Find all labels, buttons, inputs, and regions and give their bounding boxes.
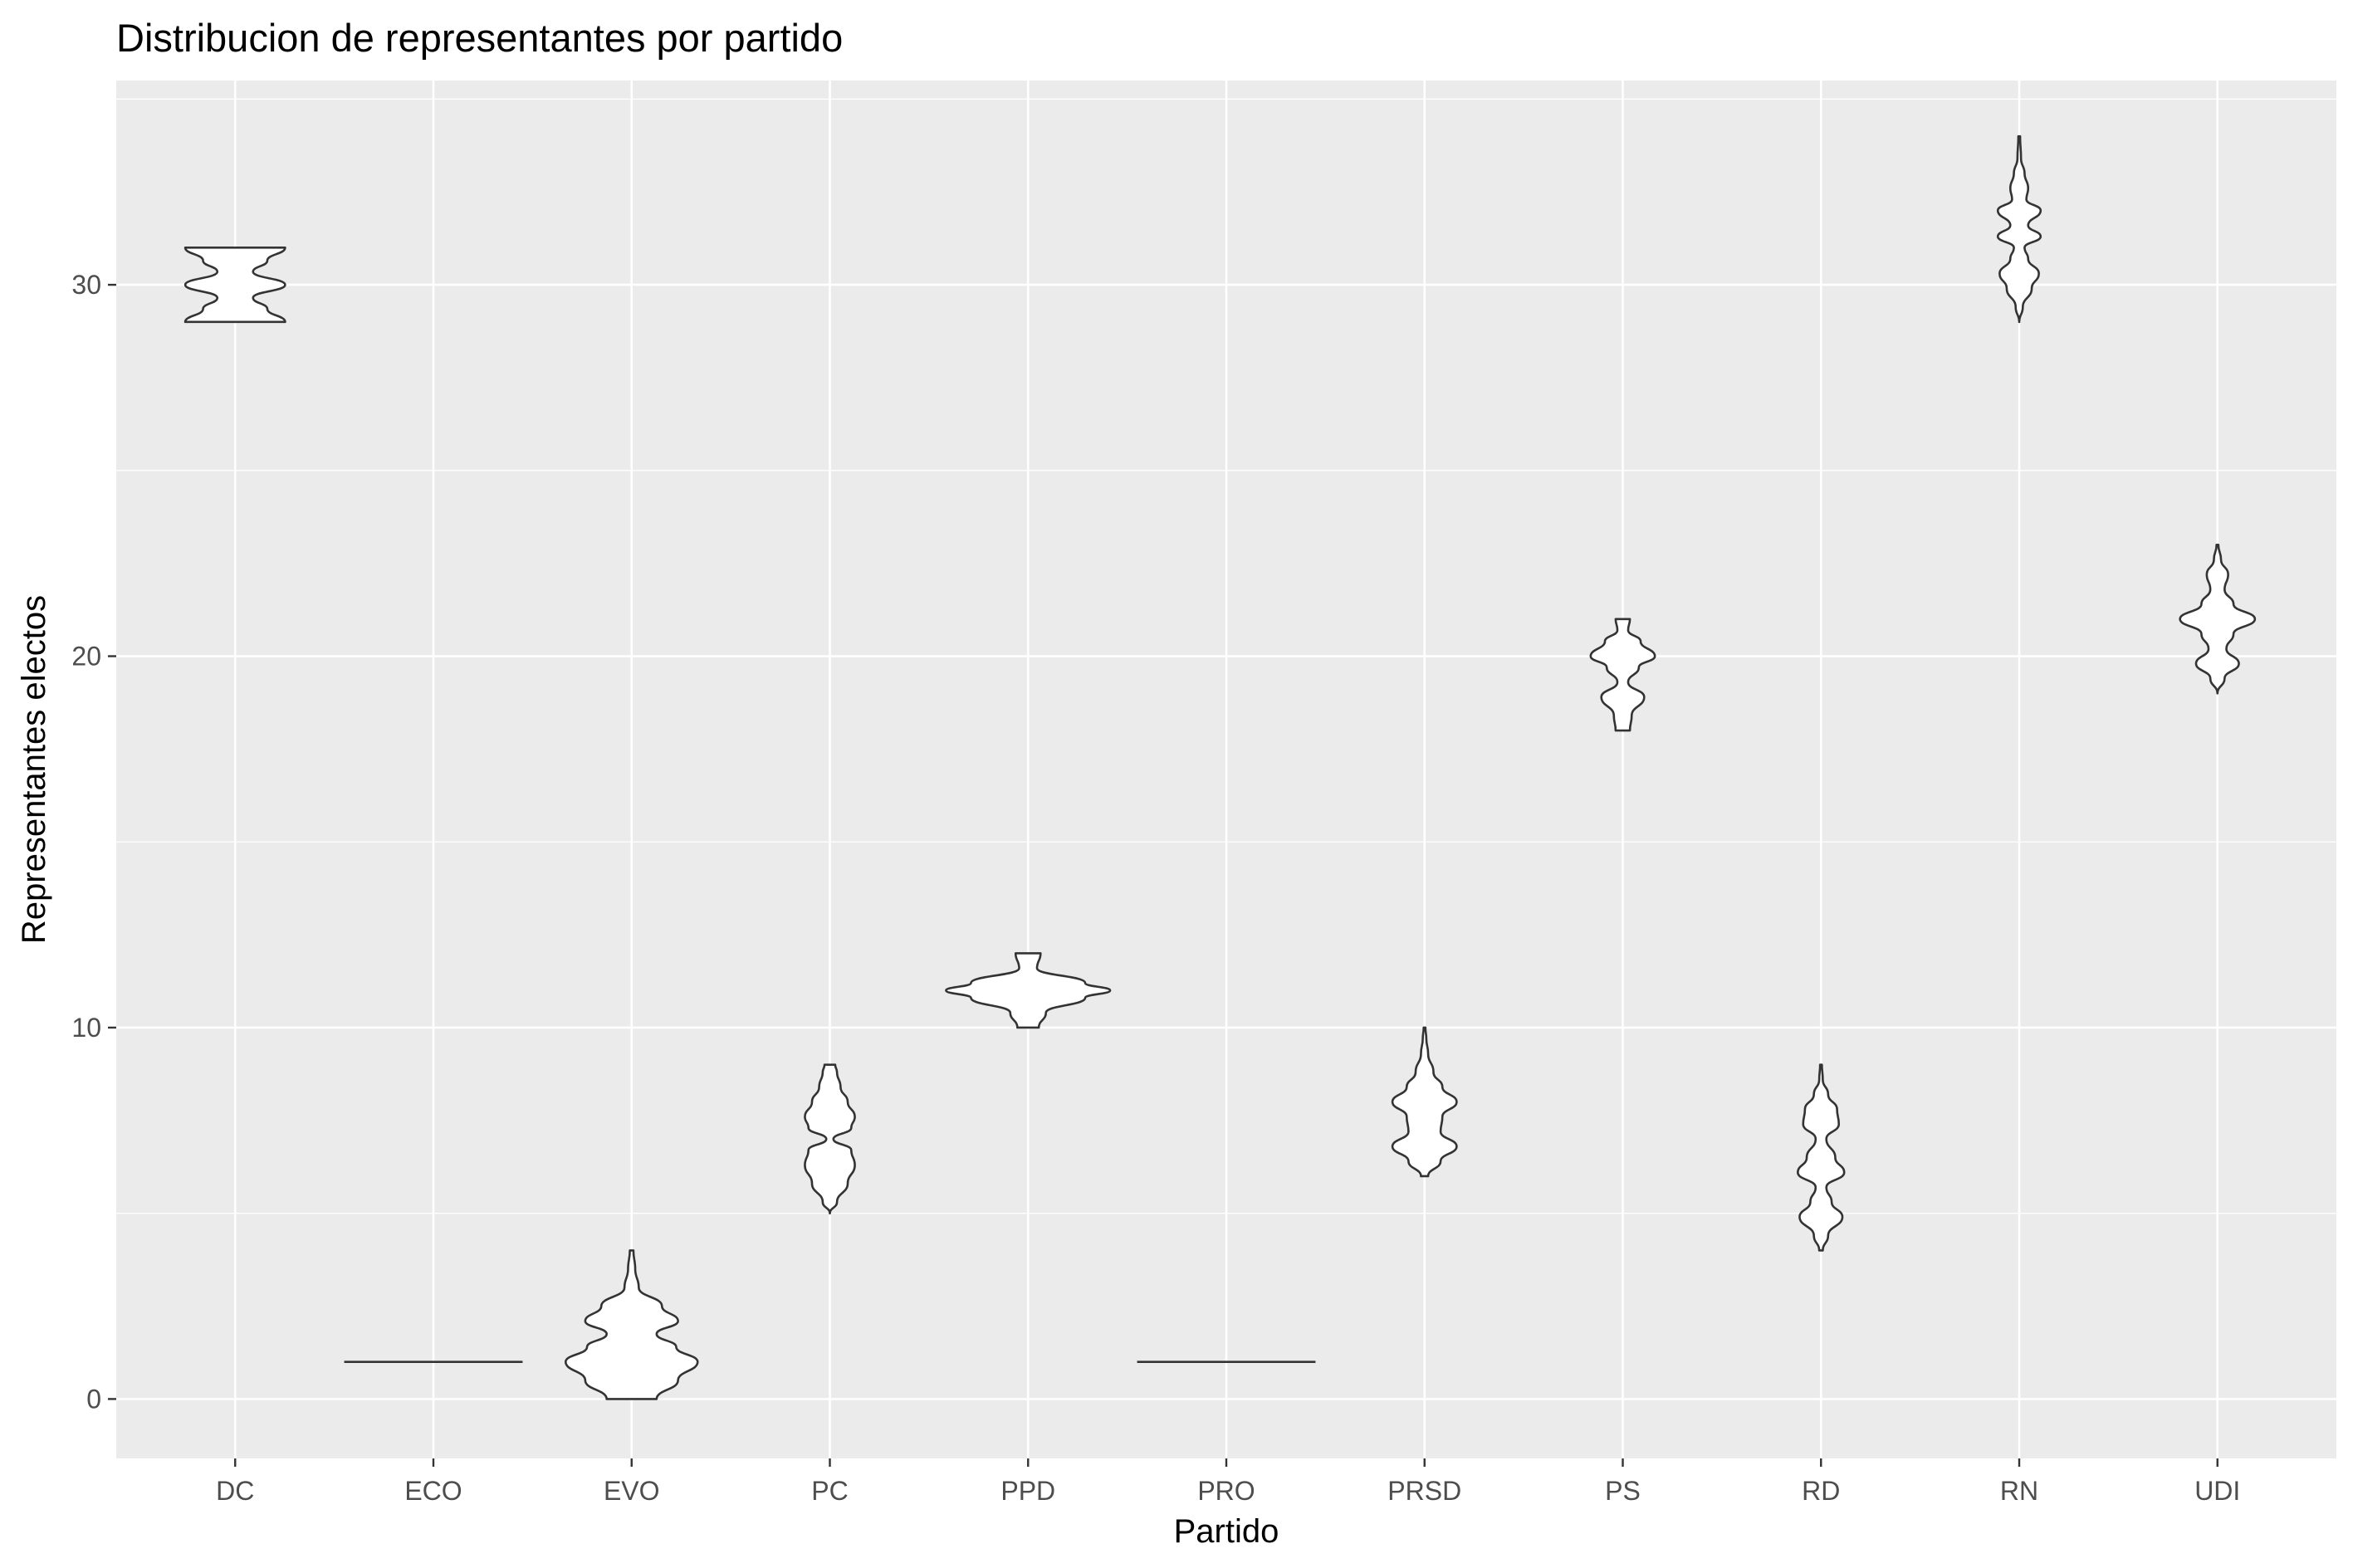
violin-layer bbox=[183, 134, 2257, 1400]
chart-title: Distribucion de representantes por parti… bbox=[116, 16, 843, 60]
violin-ps bbox=[1589, 618, 1656, 732]
x-tick-label: RD bbox=[1802, 1476, 1840, 1506]
x-tick-label: ECO bbox=[404, 1476, 462, 1506]
x-tick-label: UDI bbox=[2194, 1476, 2240, 1506]
x-axis-title: Partido bbox=[1174, 1513, 1279, 1550]
y-axis: 0 10 20 30 bbox=[71, 270, 116, 1414]
violin-rd bbox=[1797, 1063, 1846, 1252]
x-tick-label: PRO bbox=[1197, 1476, 1255, 1506]
violin-dc bbox=[183, 247, 286, 324]
x-tick-label: DC bbox=[216, 1476, 254, 1506]
x-tick-label: PS bbox=[1605, 1476, 1641, 1506]
y-tick-label: 10 bbox=[71, 1013, 101, 1043]
violin-udi bbox=[2179, 543, 2257, 695]
violin-ppd bbox=[945, 952, 1112, 1029]
x-axis: DC ECO EVO PC PPD PRO PRSD PS RD RN UDI bbox=[216, 1458, 2240, 1506]
y-axis-title: Representantes electos bbox=[16, 595, 52, 944]
violin-prsd bbox=[1391, 1026, 1458, 1178]
x-tick-label: PRSD bbox=[1387, 1476, 1461, 1506]
violin-rn bbox=[1996, 134, 2042, 324]
y-tick-label: 0 bbox=[86, 1384, 101, 1414]
x-tick-label: RN bbox=[2000, 1476, 2038, 1506]
x-tick-label: EVO bbox=[604, 1476, 660, 1506]
x-tick-label: PC bbox=[811, 1476, 848, 1506]
y-tick-label: 20 bbox=[71, 642, 101, 672]
violin-pc bbox=[804, 1063, 856, 1214]
y-tick-label: 30 bbox=[71, 270, 101, 300]
x-tick-label: PPD bbox=[1000, 1476, 1055, 1506]
violin-evo bbox=[564, 1249, 699, 1400]
